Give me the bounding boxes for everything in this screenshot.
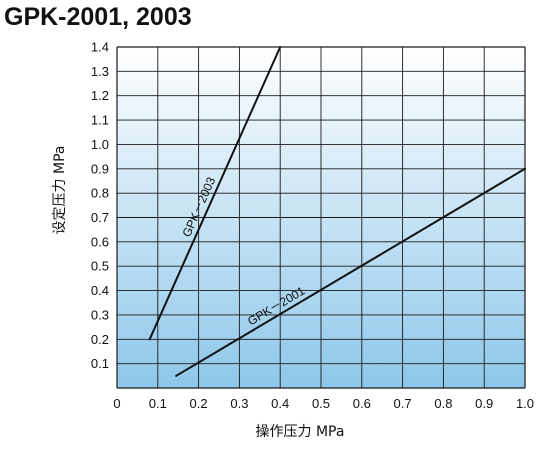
x-tick-label: 0.8 bbox=[434, 396, 452, 411]
series-line-gpk-2003 bbox=[148, 46, 282, 341]
x-tick-label: 0.5 bbox=[312, 396, 330, 411]
y-tick-label: 0.7 bbox=[91, 210, 109, 225]
x-tick-label: 0 bbox=[113, 396, 120, 411]
y-tick-label: 0.6 bbox=[91, 234, 109, 249]
y-tick-label: 0.8 bbox=[91, 186, 109, 201]
y-tick-label: 1.4 bbox=[91, 40, 109, 55]
y-tick-label: 0.1 bbox=[91, 356, 109, 371]
x-tick-label: 0.9 bbox=[475, 396, 493, 411]
y-tick-label: 0.9 bbox=[91, 161, 109, 176]
x-tick-label: 0.6 bbox=[353, 396, 371, 411]
y-tick-label: 0.5 bbox=[91, 259, 109, 274]
y-tick-label: 1.0 bbox=[91, 137, 109, 152]
y-tick-label: 0.2 bbox=[91, 332, 109, 347]
x-tick-label: 0.1 bbox=[149, 396, 167, 411]
series-line-gpk-2001 bbox=[175, 167, 526, 377]
x-tick-label: 0.2 bbox=[190, 396, 208, 411]
chart-title: GPK-2001, 2003 bbox=[4, 3, 192, 31]
y-axis-title: 设定压力 MPa bbox=[52, 146, 68, 235]
x-tick-label: 1.0 bbox=[516, 396, 534, 411]
tick-labels: 0 0.1 0.2 0.3 0.4 0.5 0.6 0.7 0.8 0.9 1.0 0.1 0.2 0.3… bbox=[91, 40, 534, 412]
y-tick-label: 1.2 bbox=[91, 88, 109, 103]
y-tick-label: 1.3 bbox=[91, 64, 109, 79]
grid bbox=[116, 46, 526, 389]
x-tick-label: 0.7 bbox=[394, 396, 412, 411]
x-tick-label: 0.3 bbox=[230, 396, 248, 411]
y-tick-label: 0.3 bbox=[91, 307, 109, 322]
y-tick-label: 0.4 bbox=[91, 283, 109, 298]
x-tick-label: 0.4 bbox=[271, 396, 289, 411]
y-tick-label: 1.1 bbox=[91, 113, 109, 128]
x-axis-title: 操作压力 MPa bbox=[256, 424, 345, 440]
